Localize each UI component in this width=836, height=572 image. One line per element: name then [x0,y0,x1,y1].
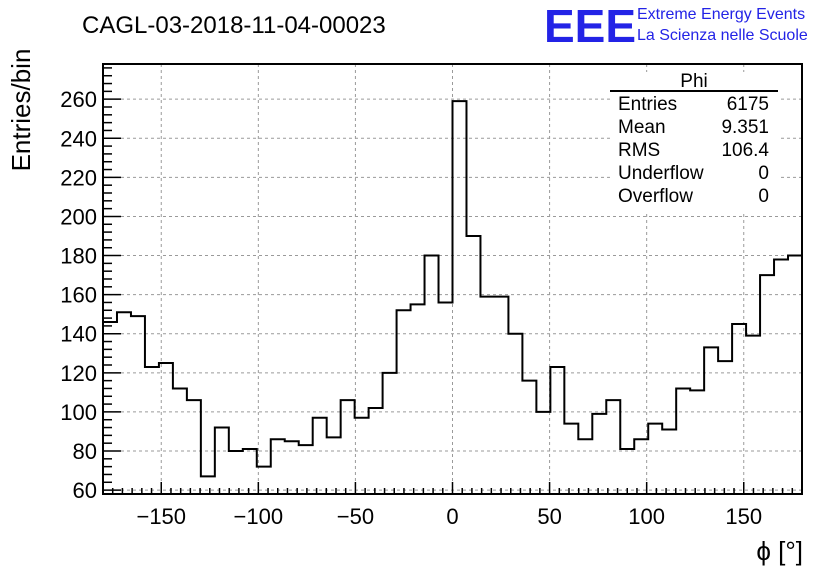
histogram-bin [690,390,704,494]
eee-logo-mark: EEE [544,0,636,52]
histogram-bin [480,297,494,494]
histogram-bin [564,424,578,494]
histogram-bin [187,400,201,494]
histogram-bin [201,476,215,494]
y-tick-label: 120 [60,361,97,386]
y-tick-label: 240 [60,126,97,151]
stats-title: Phi [680,71,707,92]
histogram-bin [788,256,802,494]
histogram-bin [550,367,564,494]
histogram-bin [732,324,746,494]
histogram-bin [369,408,383,494]
histogram-outline [103,100,802,478]
y-tick-label: 220 [60,165,97,190]
histogram-bin [145,367,159,494]
stats-value-underflow: 0 [758,163,769,184]
y-tick-label: 60 [73,478,97,503]
histogram-bin [425,256,439,494]
stats-box: Phi Entries 6175 Mean 9.351 RMS 106.4 Un… [610,71,778,212]
histogram-bin [536,412,550,494]
stats-label-entries: Entries [618,94,677,115]
x-tick-label: 50 [537,504,561,529]
stats-label-underflow: Underflow [618,163,704,184]
y-tick-label: 140 [60,322,97,347]
histogram-bin [159,363,173,494]
x-axis-title: ϕ [°] [756,536,803,566]
histogram-bin [453,101,467,494]
histogram-bin [508,334,522,494]
histogram-bin [606,400,620,494]
histogram-bin [313,418,327,494]
histogram-bin [704,347,718,494]
histogram-bin [285,441,299,494]
histogram-bin [341,400,355,494]
histogram-bin [676,388,690,494]
y-tick-label: 80 [73,439,97,464]
histogram-bin [229,451,243,494]
histogram-bin [117,312,131,494]
x-tick-label: 0 [446,504,458,529]
histogram-bin [578,439,592,494]
histogram-bin [397,310,411,494]
eee-logo-line-2: La Scienza nelle Scuole [637,27,808,44]
histogram-bin [620,449,634,494]
y-axis-ticks: 60 80 100 120 140 160 180 200 220 240 260 [60,67,121,503]
x-tick-label: −50 [337,504,374,529]
histogram-bin [662,430,676,495]
histogram-bin [522,381,536,494]
stats-value-entries: 6175 [727,94,769,115]
histogram-bin [760,275,774,494]
histogram-bin [103,322,117,494]
stats-label-overflow: Overflow [618,186,693,207]
x-tick-label: −100 [234,504,284,529]
histogram-bin [131,316,145,494]
y-tick-label: 160 [60,283,97,308]
histogram-bin [173,388,187,494]
y-tick-label: 180 [60,244,97,269]
y-tick-label: 200 [60,204,97,229]
eee-logo-line-1: Extreme Energy Events [637,6,805,23]
x-tick-label: 150 [725,504,762,529]
stats-value-mean: 9.351 [721,117,769,138]
stats-value-rms: 106.4 [721,140,769,161]
histogram-bin [411,304,425,494]
histogram-bin [718,361,732,494]
stats-label-mean: Mean [618,117,666,138]
y-tick-label: 260 [60,87,97,112]
histogram-bin [466,236,480,494]
histogram-bin [648,424,662,494]
histogram-bin [494,297,508,494]
x-tick-label: 100 [628,504,665,529]
eee-logo: EEE Extreme Energy Events La Scienza nel… [544,0,808,52]
chart-title: CAGL-03-2018-11-04-00023 [82,12,386,39]
stats-value-overflow: 0 [758,186,769,207]
histogram-bin [355,418,369,494]
stats-label-rms: RMS [618,140,660,161]
x-tick-label: −150 [136,504,186,529]
histogram-bin [439,302,453,494]
histogram-bin [746,336,760,494]
histogram-bin [327,437,341,494]
histogram-bin [774,259,788,494]
histogram-bin [383,373,397,494]
stats-box-background [610,72,778,212]
histogram-bin [299,445,313,494]
histogram-bin [271,439,285,494]
histogram-bin [592,414,606,494]
y-tick-label: 100 [60,400,97,425]
histogram-bin [215,428,229,494]
y-axis-title: Entries/bin [6,49,36,172]
x-axis-ticks: −150 −100 −50 0 50 100 150 [111,482,794,529]
histogram-bin [243,449,257,494]
